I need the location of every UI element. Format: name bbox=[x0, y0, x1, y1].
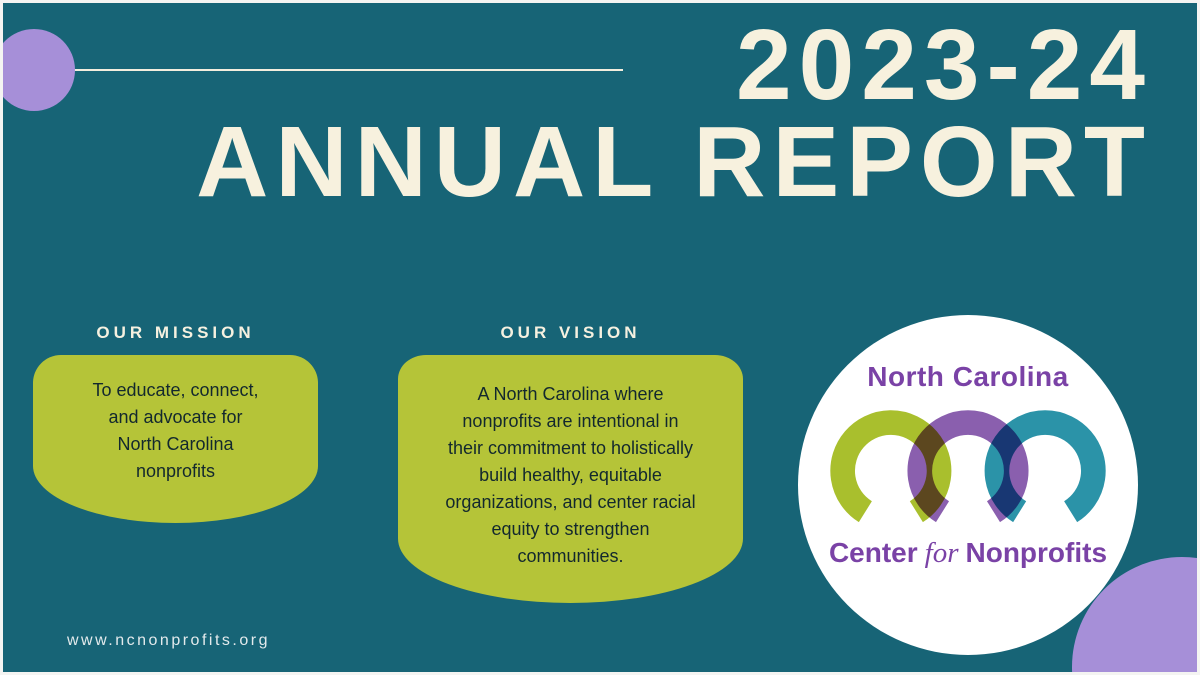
report-title: 2023-24 ANNUAL REPORT bbox=[196, 9, 1152, 218]
logo-org-name: Center for Nonprofits bbox=[829, 537, 1107, 570]
mission-heading: OUR MISSION bbox=[96, 323, 255, 342]
arc-green-icon bbox=[830, 410, 952, 523]
vision-text: A North Carolina where nonprofits are in… bbox=[445, 384, 696, 566]
logo-region-name: North Carolina bbox=[867, 361, 1069, 392]
decorative-circle-top-left bbox=[3, 29, 75, 111]
mission-section: OUR MISSION To educate, connect, and adv… bbox=[33, 323, 318, 523]
mission-text: To educate, connect, and advocate for No… bbox=[92, 380, 259, 481]
logo-word-nonprofits: Nonprofits bbox=[965, 536, 1108, 568]
arc-teal-icon bbox=[984, 410, 1106, 523]
website-url: www.ncnonprofits.org bbox=[67, 632, 270, 649]
report-title-text: ANNUAL REPORT bbox=[196, 106, 1152, 218]
decorative-horizontal-line bbox=[58, 69, 623, 71]
vision-card: A North Carolina where nonprofits are in… bbox=[398, 355, 743, 603]
report-year: 2023-24 bbox=[736, 9, 1152, 121]
logo-arcs-icon bbox=[830, 410, 1106, 523]
arc-purple-icon bbox=[907, 410, 1029, 523]
mission-card: To educate, connect, and advocate for No… bbox=[33, 355, 318, 523]
logo-word-center: Center bbox=[828, 536, 918, 568]
logo-word-for: for bbox=[924, 536, 959, 569]
vision-section: OUR VISION A North Carolina where nonpro… bbox=[398, 323, 743, 603]
logo-badge: North Carolina Center for Nonprofits bbox=[798, 315, 1138, 655]
vision-heading: OUR VISION bbox=[500, 323, 641, 342]
